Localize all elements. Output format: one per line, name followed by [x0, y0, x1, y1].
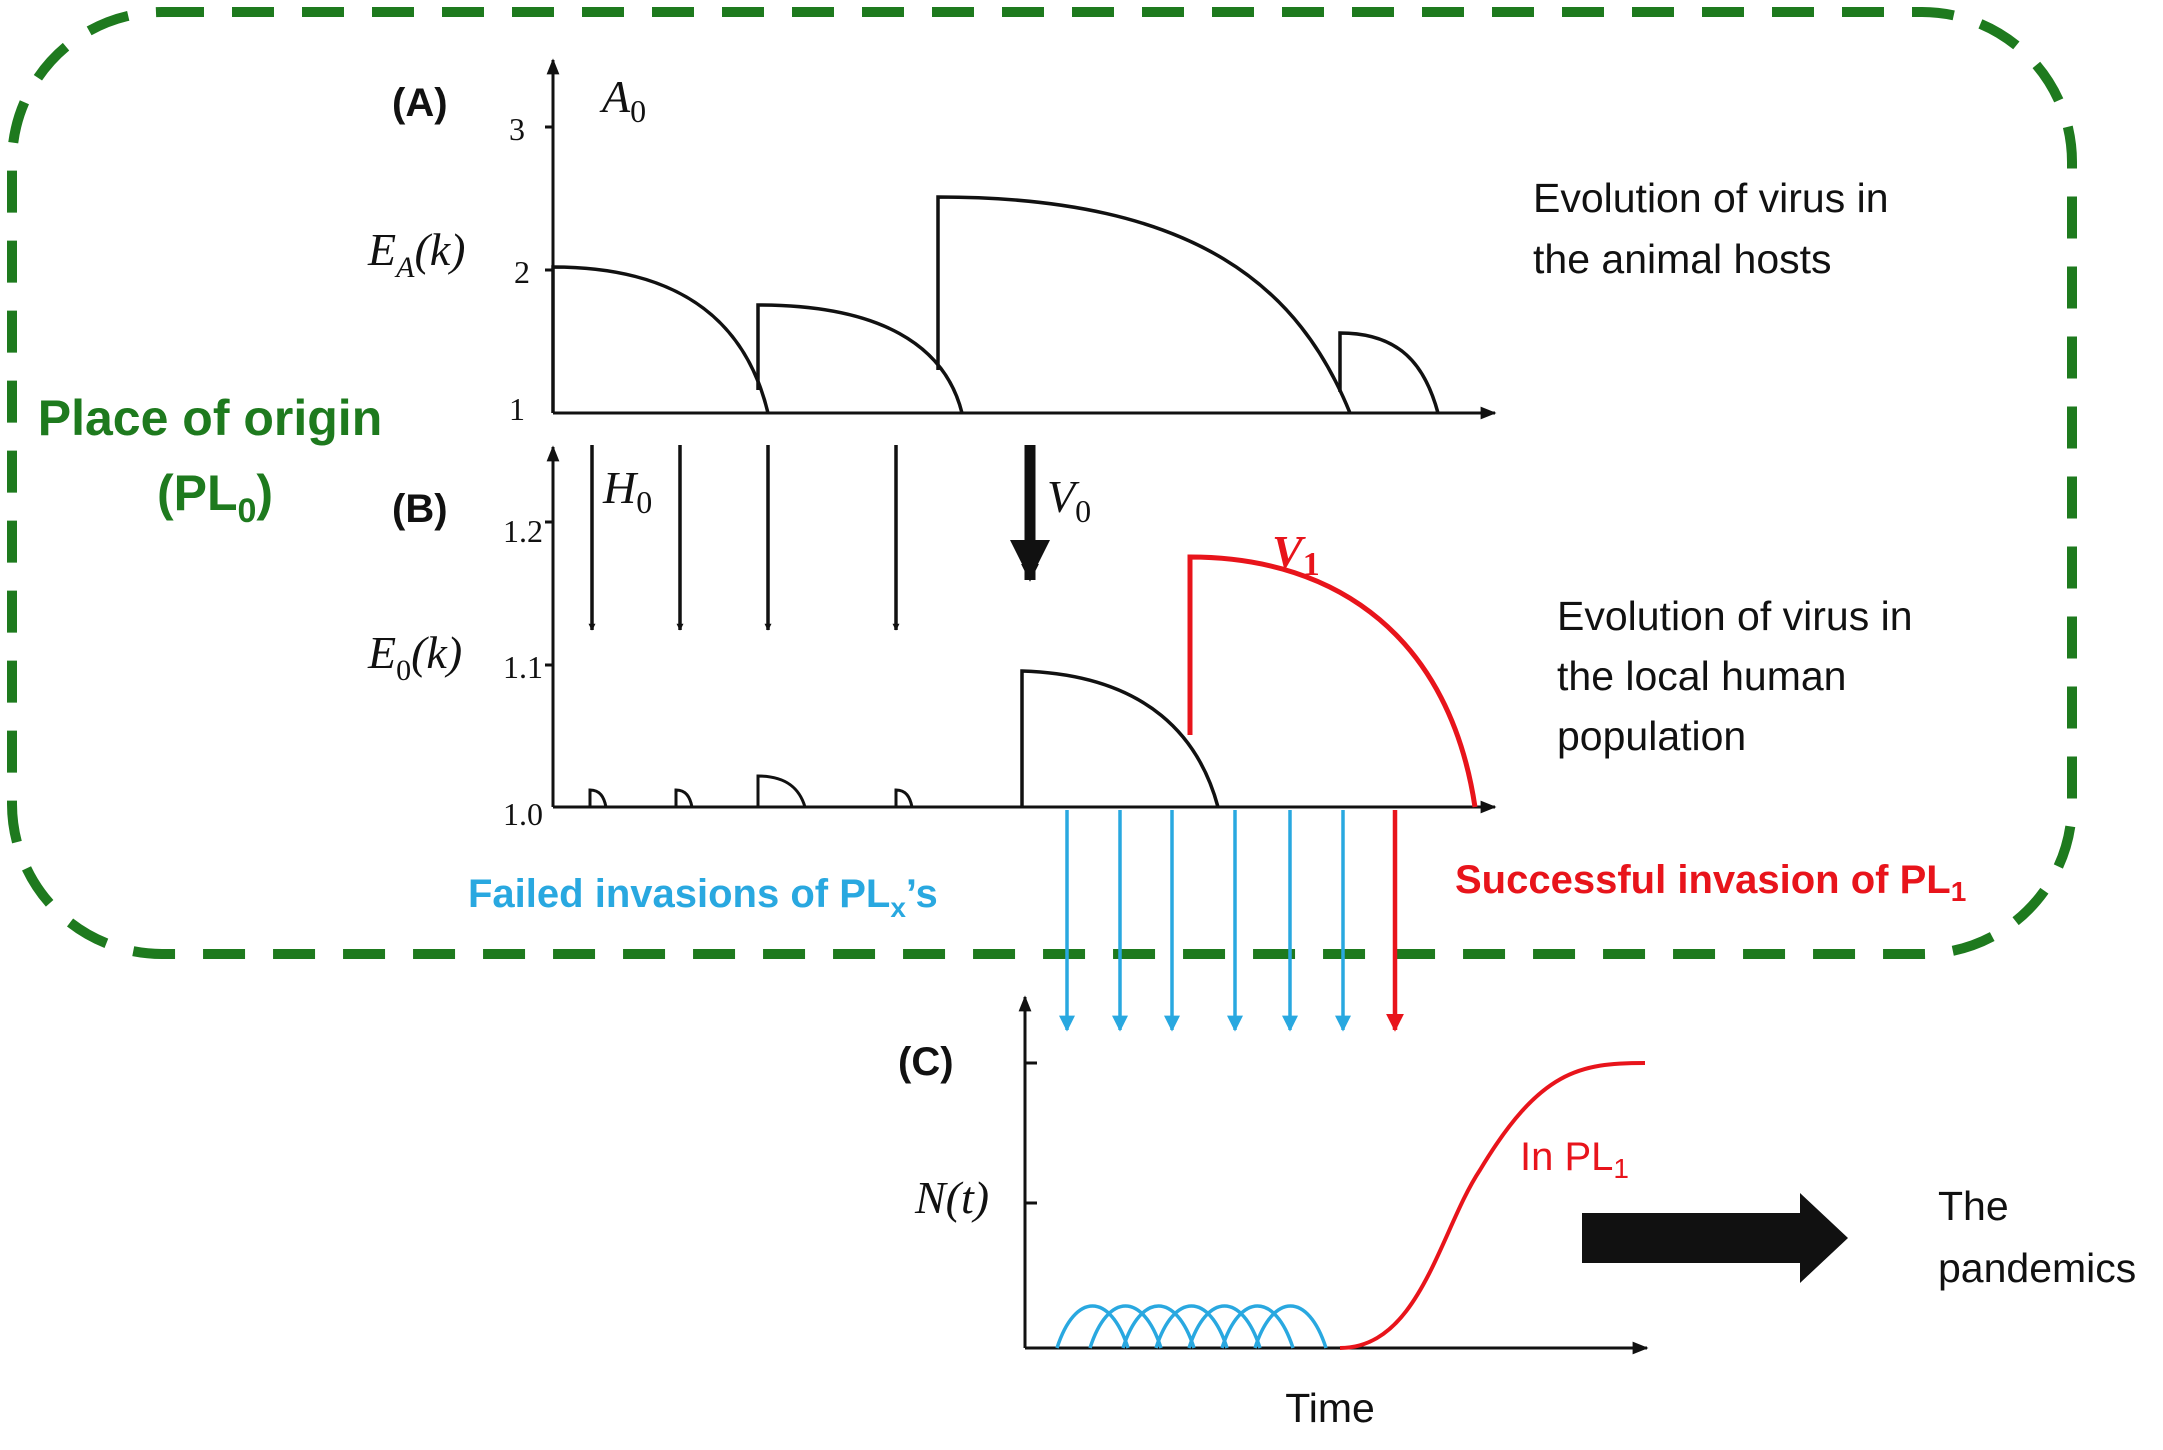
failed-outbreak-curves	[1055, 1304, 1328, 1349]
panel-a-tick-2: 2	[514, 254, 530, 290]
animal-wave-1	[551, 265, 770, 414]
panel-a-evolution-curves	[551, 195, 1440, 414]
panel-b-label: (B)	[392, 487, 448, 531]
panel-b-tick-1-2: 1.2	[503, 513, 543, 549]
panel-b-tick-1-0: 1.0	[503, 796, 543, 832]
outcome-line-2: pandemics	[1938, 1245, 2136, 1291]
animal-wave-3	[936, 195, 1352, 414]
panel-a-tick-3: 3	[509, 111, 525, 147]
panel-c-x-label: Time	[1285, 1385, 1375, 1431]
animal-wave-2	[756, 303, 964, 414]
failed-invasions-label: Failed invasions of PLx’s	[468, 872, 938, 923]
h0-spillover-arrows	[588, 445, 900, 631]
v0-arrowhead	[1010, 540, 1050, 580]
successful-invasion-label: Successful invasion of PL1	[1455, 858, 1966, 907]
panel-b-description-3: population	[1557, 713, 1746, 759]
panel-b-description-1: Evolution of virus in	[1557, 593, 1913, 639]
v0-evolution-curve	[1020, 669, 1220, 808]
panel-b-axis-label: E0(k)	[367, 627, 462, 687]
outcome-line-1: The	[1938, 1183, 2009, 1229]
h0-label: H0	[602, 462, 652, 520]
animal-wave-4	[1338, 331, 1440, 414]
failed-invasion-arrows	[1059, 810, 1351, 1032]
panel-c-label: (C)	[898, 1040, 954, 1084]
panel-c-y-label: N(t)	[914, 1172, 989, 1223]
panel-c-axes	[1018, 995, 1649, 1355]
panel-a-description-1: Evolution of virus in	[1533, 175, 1889, 221]
panel-a-top-label: A0	[599, 71, 646, 129]
v1-label: V1	[1272, 526, 1320, 583]
panel-a-description-2: the animal hosts	[1533, 236, 1832, 282]
pl1-curve-label: In PL1	[1520, 1135, 1629, 1184]
panel-a-axes	[545, 58, 1497, 420]
panel-a-label: (A)	[392, 81, 448, 125]
panel-b-axes	[545, 445, 1497, 814]
place-of-origin-title: Place of origin	[38, 390, 383, 446]
place-of-origin-boundary	[7, 7, 2077, 959]
pandemic-arrow	[1582, 1193, 1848, 1283]
panel-b-small-bumps	[588, 774, 914, 808]
panel-b-tick-1-1: 1.1	[503, 649, 543, 685]
panel-b-description-2: the local human	[1557, 653, 1846, 699]
place-of-origin-code: (PL0)	[157, 465, 273, 530]
v0-label: V0	[1047, 471, 1091, 529]
pl1-outbreak-curve	[1339, 1061, 1646, 1350]
v1-evolution-curve	[1187, 554, 1478, 808]
panel-a-axis-label: EA(k)	[367, 224, 466, 284]
panel-a-tick-1: 1	[509, 391, 525, 427]
